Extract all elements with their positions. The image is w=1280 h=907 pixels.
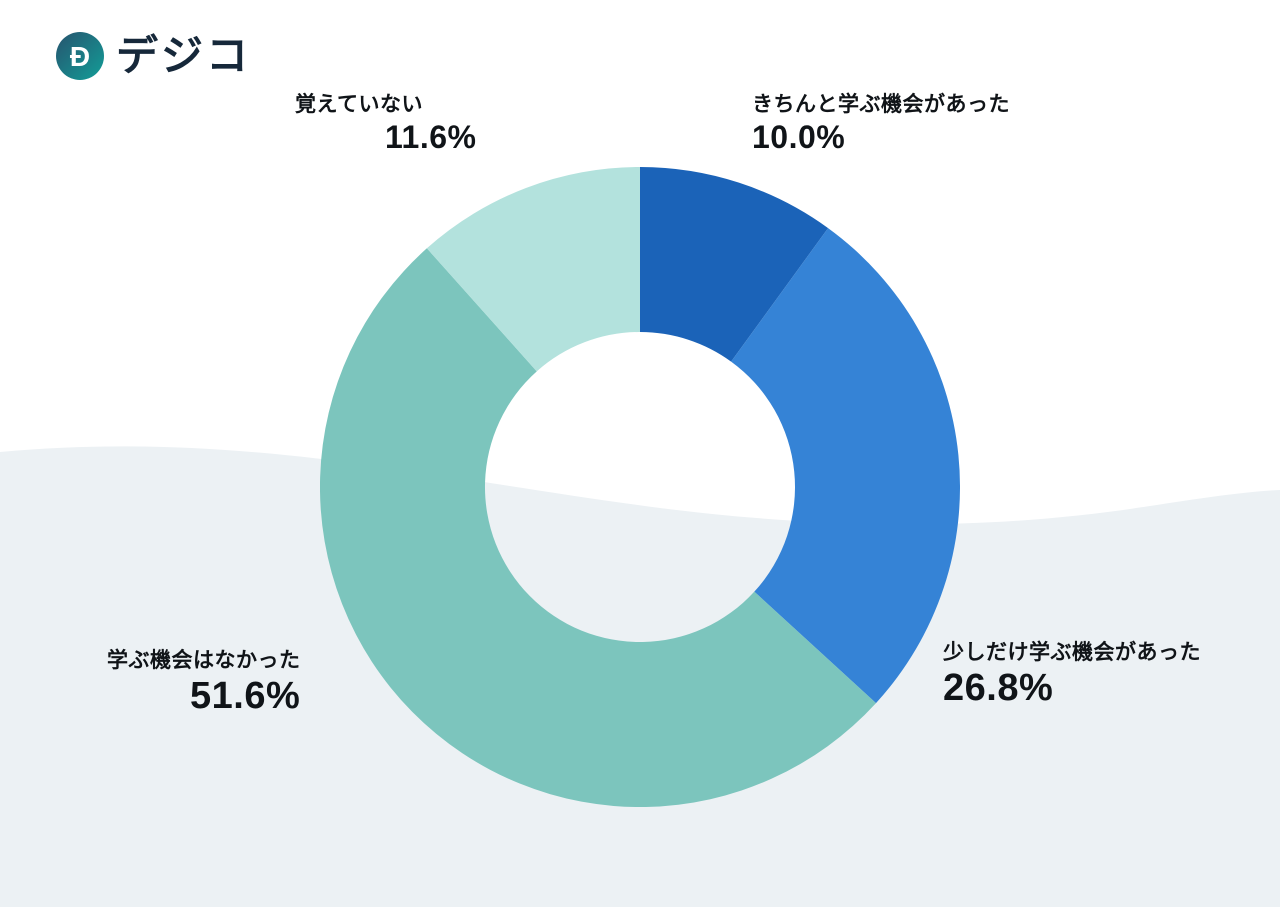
donut-chart [319, 167, 961, 808]
segment-label: 学ぶ機会はなかった [107, 649, 301, 672]
segment-label: きちんと学ぶ機会があった [752, 93, 1010, 116]
brand-name: デジコ [116, 32, 252, 79]
segment-percent: 10.0% [752, 119, 846, 156]
label-group-dont-remember: 覚えていない 11.6% [295, 92, 476, 156]
segment-percent: 51.6% [190, 675, 301, 718]
segment-percent: 26.8% [943, 667, 1054, 710]
segment-label: 覚えていない [295, 93, 423, 116]
segment-label: 少しだけ学ぶ機会があった [943, 641, 1201, 664]
donut-segment-4 [426, 167, 640, 372]
label-group-learned-little: 少しだけ学ぶ機会があった 26.8% [943, 640, 1201, 711]
logo-mark: Ð [70, 41, 90, 72]
label-group-no-opportunity: 学ぶ機会はなかった 51.6% [107, 648, 301, 719]
donut-segment-1 [640, 167, 829, 362]
logo: Ð デジコ [56, 32, 251, 80]
segment-percent: 11.6% [385, 119, 477, 156]
label-group-learned-properly: きちんと学ぶ機会があった 10.0% [752, 92, 1010, 156]
donut-segment-2 [731, 228, 961, 704]
donut-segment-3 [319, 248, 876, 808]
logo-icon: Ð [56, 32, 104, 80]
